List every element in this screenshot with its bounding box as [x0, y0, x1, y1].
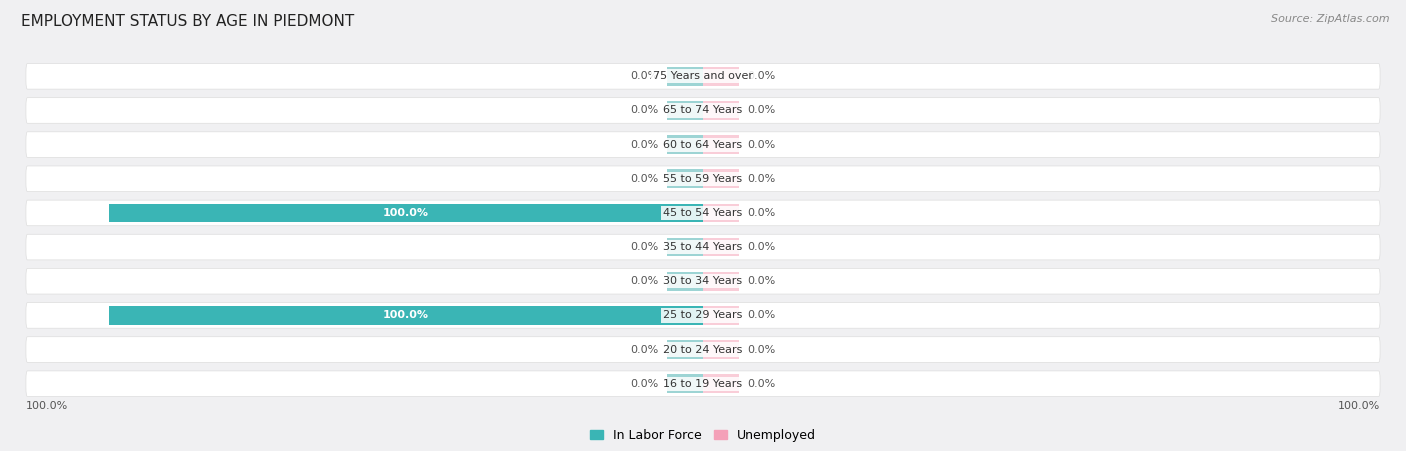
Bar	[110, 203, 703, 222]
Bar	[703, 101, 738, 120]
Text: 16 to 19 Years: 16 to 19 Years	[664, 379, 742, 389]
Text: EMPLOYMENT STATUS BY AGE IN PIEDMONT: EMPLOYMENT STATUS BY AGE IN PIEDMONT	[21, 14, 354, 28]
FancyBboxPatch shape	[25, 303, 1381, 328]
Bar	[703, 306, 738, 325]
Text: 0.0%: 0.0%	[748, 310, 776, 320]
Text: 25 to 29 Years: 25 to 29 Years	[664, 310, 742, 320]
Text: 0.0%: 0.0%	[630, 345, 658, 354]
Text: 0.0%: 0.0%	[630, 106, 658, 115]
Text: 0.0%: 0.0%	[748, 174, 776, 184]
Text: 100.0%: 100.0%	[382, 310, 429, 320]
Bar	[668, 340, 703, 359]
Bar	[668, 272, 703, 290]
Legend: In Labor Force, Unemployed: In Labor Force, Unemployed	[591, 429, 815, 442]
Text: 0.0%: 0.0%	[630, 276, 658, 286]
Text: 0.0%: 0.0%	[630, 140, 658, 150]
Text: 100.0%: 100.0%	[25, 401, 67, 411]
Bar	[703, 135, 738, 154]
Text: 0.0%: 0.0%	[630, 242, 658, 252]
FancyBboxPatch shape	[25, 371, 1381, 396]
Text: Source: ZipAtlas.com: Source: ZipAtlas.com	[1271, 14, 1389, 23]
Text: 0.0%: 0.0%	[630, 379, 658, 389]
Text: 65 to 74 Years: 65 to 74 Years	[664, 106, 742, 115]
Text: 100.0%: 100.0%	[1339, 401, 1381, 411]
Bar	[703, 203, 738, 222]
Bar	[668, 101, 703, 120]
Bar	[703, 238, 738, 257]
FancyBboxPatch shape	[25, 200, 1381, 226]
Text: 35 to 44 Years: 35 to 44 Years	[664, 242, 742, 252]
Text: 0.0%: 0.0%	[748, 71, 776, 81]
Bar	[703, 170, 738, 188]
Bar	[668, 170, 703, 188]
Text: 45 to 54 Years: 45 to 54 Years	[664, 208, 742, 218]
FancyBboxPatch shape	[25, 166, 1381, 192]
FancyBboxPatch shape	[25, 64, 1381, 89]
Text: 60 to 64 Years: 60 to 64 Years	[664, 140, 742, 150]
Text: 75 Years and over: 75 Years and over	[652, 71, 754, 81]
Text: 100.0%: 100.0%	[382, 208, 429, 218]
Bar	[110, 306, 703, 325]
FancyBboxPatch shape	[25, 268, 1381, 294]
Bar	[110, 306, 703, 325]
Text: 0.0%: 0.0%	[748, 208, 776, 218]
Bar	[668, 238, 703, 257]
FancyBboxPatch shape	[25, 337, 1381, 362]
FancyBboxPatch shape	[25, 132, 1381, 157]
Text: 55 to 59 Years: 55 to 59 Years	[664, 174, 742, 184]
Bar	[110, 203, 703, 222]
Bar	[703, 374, 738, 393]
Text: 0.0%: 0.0%	[748, 379, 776, 389]
Bar	[668, 374, 703, 393]
Text: 0.0%: 0.0%	[748, 276, 776, 286]
Text: 0.0%: 0.0%	[748, 345, 776, 354]
Bar	[703, 272, 738, 290]
Bar	[668, 67, 703, 86]
Text: 0.0%: 0.0%	[748, 140, 776, 150]
Text: 20 to 24 Years: 20 to 24 Years	[664, 345, 742, 354]
Bar	[703, 67, 738, 86]
FancyBboxPatch shape	[25, 234, 1381, 260]
Text: 0.0%: 0.0%	[630, 71, 658, 81]
FancyBboxPatch shape	[25, 98, 1381, 123]
Text: 0.0%: 0.0%	[748, 106, 776, 115]
Bar	[703, 340, 738, 359]
Text: 30 to 34 Years: 30 to 34 Years	[664, 276, 742, 286]
Text: 0.0%: 0.0%	[748, 242, 776, 252]
Bar	[668, 135, 703, 154]
Text: 0.0%: 0.0%	[630, 174, 658, 184]
